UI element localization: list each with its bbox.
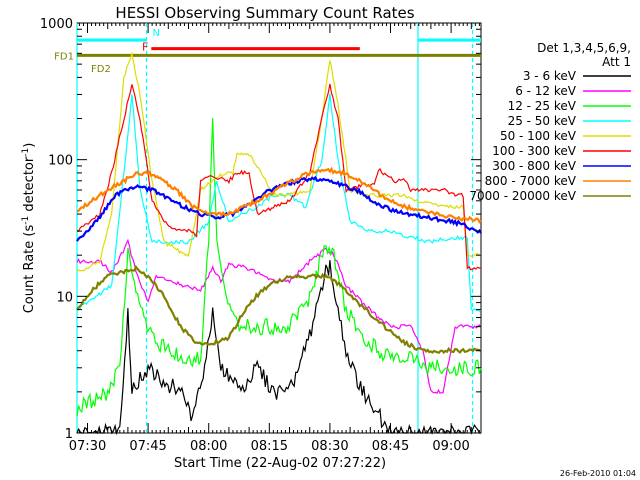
flag-label-flare: F xyxy=(142,41,148,54)
series-line-5 xyxy=(76,83,482,271)
legend-label: 100 - 300 keV xyxy=(492,144,576,158)
x-tick-label: 07:45 xyxy=(129,439,166,454)
legend-title-line2: Att 1 xyxy=(602,55,631,69)
x-tick-label: 08:15 xyxy=(251,439,288,454)
flag-label-FD2: FD2 xyxy=(91,64,111,75)
y-axis-label: Count Rate (s-1 detector-1) xyxy=(21,143,37,314)
footer-timestamp: 26-Feb-2010 01:04 xyxy=(560,469,636,478)
y-axis-label-sup1: -1 xyxy=(21,216,31,225)
legend-label: 3 - 6 keV xyxy=(523,69,577,83)
y-axis-label-sup2: -1 xyxy=(21,148,31,157)
y-axis: 1 10 100 1000 xyxy=(40,17,481,442)
x-tick-label: 08:45 xyxy=(372,439,409,454)
legend-label: 25 - 50 keV xyxy=(508,114,577,128)
y-axis-label-mid: detector xyxy=(22,156,37,216)
x-tick-label: 09:00 xyxy=(432,439,469,454)
series-line-2 xyxy=(76,118,482,417)
legend-label: 12 - 25 keV xyxy=(508,99,577,113)
x-tick-label: 07:30 xyxy=(69,439,106,454)
x-tick-label: 08:30 xyxy=(311,439,348,454)
flag-label-FD1: FD1 xyxy=(54,51,74,62)
flag-label-night: N xyxy=(152,28,159,39)
legend-label: 50 - 100 keV xyxy=(500,129,577,143)
legend-label: 6 - 12 keV xyxy=(515,84,577,98)
x-axis: 07:30 07:45 08:00 08:15 08:30 08:45 09:00 xyxy=(69,23,480,454)
y-tick-label: 10 xyxy=(56,290,73,305)
legend-label: 7000 - 20000 keV xyxy=(469,189,576,203)
y-tick-label: 1000 xyxy=(40,17,73,32)
series-line-8 xyxy=(76,265,482,355)
x-axis-label: Start Time (22-Aug-02 07:27:22) xyxy=(174,456,386,471)
legend-label: 300 - 800 keV xyxy=(492,159,576,173)
y-tick-label: 100 xyxy=(48,154,73,169)
series-line-4 xyxy=(76,51,482,273)
x-tick-label: 08:00 xyxy=(190,439,227,454)
y-axis-label-main: Count Rate (s xyxy=(22,225,37,314)
y-axis-label-end: ) xyxy=(22,143,37,148)
legend-label: 800 - 7000 keV xyxy=(485,174,577,188)
series-line-0 xyxy=(76,260,481,436)
chart-title: HESSI Observing Summary Count Rates xyxy=(115,4,414,22)
legend-title-line1: Det 1,3,4,5,6,9, xyxy=(537,41,631,55)
plot-area: FD1 FD2 NF xyxy=(54,22,482,436)
y-tick-label: 1 xyxy=(65,427,73,442)
series-line-1 xyxy=(76,238,482,394)
series-line-7 xyxy=(76,166,482,224)
